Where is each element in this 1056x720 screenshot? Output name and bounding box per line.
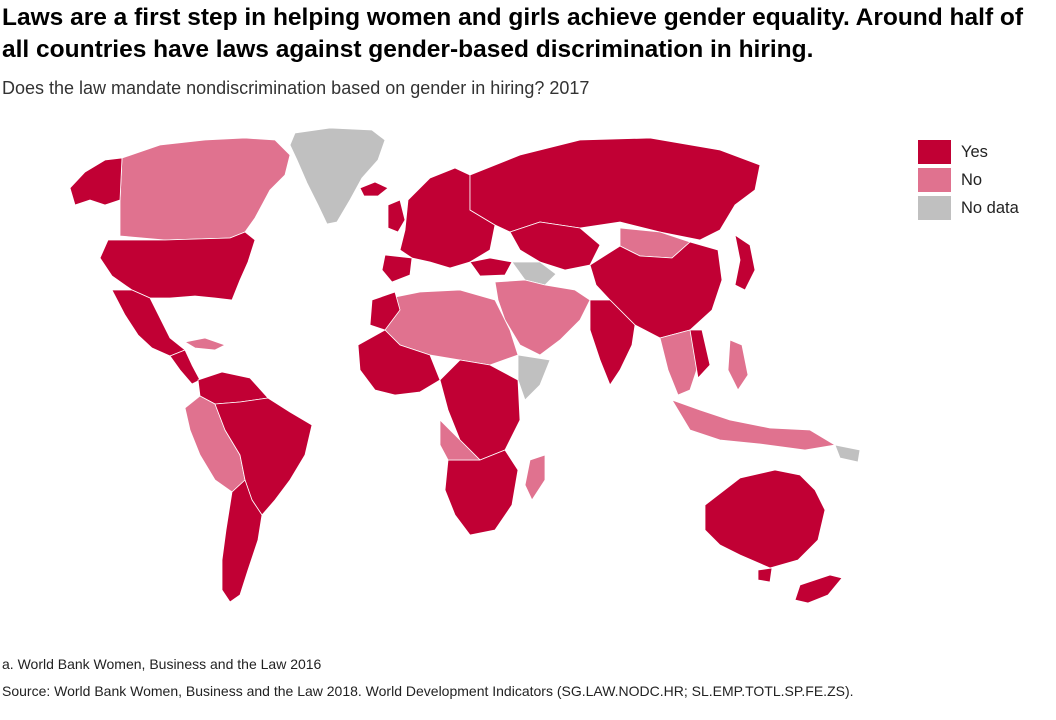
legend-label-no-data: No data [961, 198, 1019, 217]
region-brazil [214, 397, 313, 516]
region-tasmania [757, 567, 773, 583]
region-horn-of-africa [517, 354, 551, 401]
region-vietnam [689, 329, 711, 379]
region-central-america [169, 349, 201, 385]
region-iberia [381, 254, 413, 283]
footnote: a. World Bank Women, Business and the La… [2, 656, 322, 672]
region-japan [734, 234, 756, 291]
region-india [589, 299, 636, 386]
region-central-africa [439, 359, 521, 461]
legend: Yes No No data [918, 138, 1019, 222]
region-australia [704, 469, 826, 569]
region-middle-east [494, 279, 591, 356]
legend-swatch-no [918, 168, 951, 192]
legend-swatch-yes [918, 140, 951, 164]
chart-title: Laws are a first step in helping women a… [2, 4, 1024, 63]
region-canada [119, 137, 291, 241]
region-turkey [469, 257, 513, 277]
region-caucasus [511, 261, 557, 286]
region-west-africa [357, 329, 441, 396]
source-note: Source: World Bank Women, Business and t… [2, 683, 854, 699]
region-morocco [369, 291, 401, 331]
region-mexico [111, 289, 186, 357]
legend-label-yes: Yes [961, 142, 988, 161]
legend-item-no: No [918, 166, 1019, 194]
region-greenland [289, 127, 386, 225]
region-southern-cone [221, 479, 263, 603]
legend-label-no: No [961, 170, 983, 189]
legend-item-no-data: No data [918, 194, 1019, 222]
region-iceland [359, 181, 389, 197]
region-russia [469, 137, 761, 241]
region-maritime-asia [671, 399, 836, 451]
region-usa [99, 231, 256, 301]
region-alaska [69, 157, 123, 206]
chart-subtitle: Does the law mandate nondiscrimination b… [2, 78, 590, 98]
region-southern-africa [444, 449, 519, 536]
region-angola [439, 419, 481, 461]
region-uk [387, 199, 406, 233]
region-caribbean [184, 337, 226, 351]
region-png [834, 444, 861, 463]
legend-item-yes: Yes [918, 138, 1019, 166]
legend-swatch-no-data [918, 196, 951, 220]
region-europe [399, 167, 496, 269]
world-map [69, 127, 861, 604]
region-new-zealand [794, 574, 843, 604]
region-philippines [727, 339, 749, 391]
region-madagascar [524, 454, 546, 501]
